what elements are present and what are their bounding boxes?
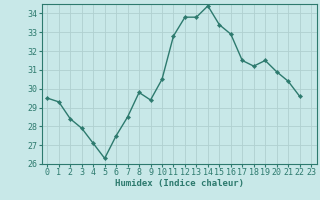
X-axis label: Humidex (Indice chaleur): Humidex (Indice chaleur) [115,179,244,188]
